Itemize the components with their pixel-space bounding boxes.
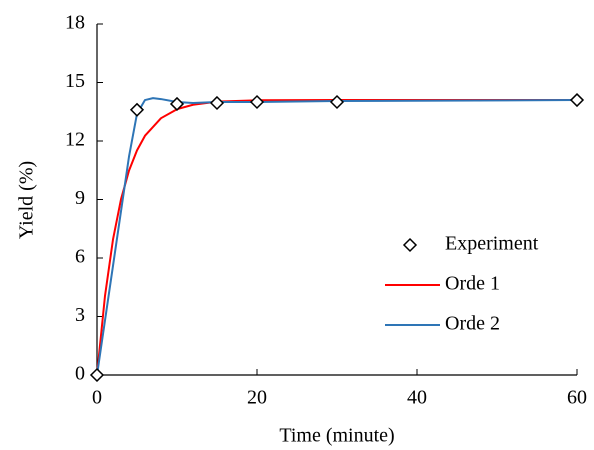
data-point: [129, 102, 145, 117]
y-tick-label: 15: [65, 70, 85, 92]
y-tick-label: 9: [75, 187, 85, 209]
series-line: [96, 99, 577, 376]
y-tick-label: 6: [75, 246, 85, 268]
data-point: [249, 94, 265, 110]
data-point: [89, 367, 105, 383]
data-point: [569, 92, 585, 108]
y-tick-label: 12: [65, 129, 85, 151]
legend-label: Orde 2: [445, 313, 500, 335]
legend-label: Experiment: [445, 233, 539, 255]
x-tick-label: 0: [92, 387, 102, 409]
data-point: [329, 94, 345, 110]
y-axis-label: Yield (%): [16, 161, 38, 239]
y-tick-label: 3: [75, 304, 85, 326]
x-tick-label: 60: [567, 387, 587, 409]
series-line: [96, 97, 578, 376]
y-tick-label: 0: [75, 363, 85, 385]
legend-marker: [402, 237, 418, 253]
y-tick-label: 18: [65, 12, 85, 34]
x-tick-label: 40: [407, 387, 427, 409]
legend-label: Orde 1: [445, 273, 500, 295]
x-tick-label: 20: [247, 387, 267, 409]
data-point: [169, 96, 185, 112]
x-axis-label: Time (minute): [279, 425, 394, 447]
data-point: [209, 95, 225, 111]
